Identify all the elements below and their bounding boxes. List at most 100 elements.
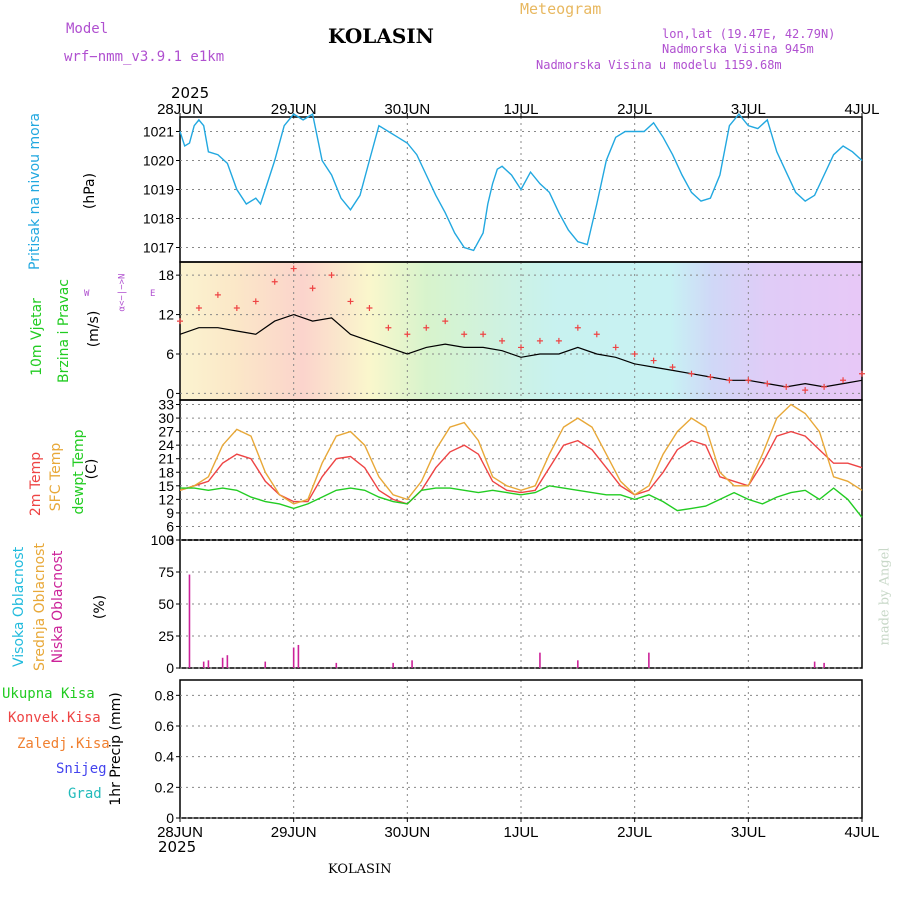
y-tick-label-pressure: 1020 (143, 153, 174, 169)
gust-marker (518, 344, 524, 351)
y-tick-label-cloud: 100 (151, 532, 175, 548)
lonlat-label: lon,lat (19.47E, 42.79N) (662, 27, 836, 41)
dewpt-line (180, 485, 863, 518)
elevation-label: Nadmorska Visina 945m (662, 42, 814, 56)
y-tick-label-wind: 12 (158, 307, 174, 323)
gust-marker (385, 324, 392, 331)
gust-marker (593, 331, 600, 338)
y-tick-label-cloud: 50 (158, 596, 174, 612)
y-tick-label-precip: 0.4 (155, 749, 175, 765)
y-tick-label-temperature: 12 (158, 491, 174, 507)
wind-barb-hatch (180, 262, 862, 400)
y-tick-label-temperature: 6 (166, 518, 174, 534)
station-title: KOLASIN (328, 24, 434, 48)
precip-hail-label: Grad (68, 786, 102, 802)
gust-marker (195, 305, 202, 311)
wind-label-2: Brzina i Pravac (56, 279, 72, 383)
sfc-temp-line (179, 403, 863, 505)
y-tick-label-temperature: 27 (158, 424, 174, 440)
y-tick-label-temperature: 30 (158, 410, 174, 426)
y-tick-label-temperature: 9 (166, 505, 174, 521)
gust-marker (726, 377, 733, 384)
y-tick-label-wind: 6 (166, 346, 174, 362)
panel-frame-temperature (179, 399, 863, 541)
gust-marker (669, 364, 676, 371)
x-tick-label-bottom: 28JUN (157, 824, 203, 841)
gust-marker (555, 337, 562, 344)
precip-conv-label: Konvek.Kisa (8, 710, 101, 726)
gust-marker (328, 272, 335, 279)
cloud-high-label: Visoka Oblacnost (11, 546, 27, 667)
x-tick-label-bottom: 3JUL (731, 824, 766, 841)
gust-marker (764, 380, 771, 387)
y-tick-label-cloud: 0 (166, 660, 174, 676)
precip-snow-label: Snijeg (56, 761, 107, 777)
gust-marker (271, 278, 278, 285)
wind-label-1: 10m Vjetar (29, 298, 45, 376)
gust-marker (252, 298, 259, 305)
credit-watermark: made by Angel (877, 547, 893, 646)
footer-station: KOLASIN (328, 862, 392, 877)
gust-marker (821, 383, 828, 390)
y-tick-label-temperature: 3 (166, 532, 174, 548)
y-tick-label-cloud: 25 (158, 628, 174, 644)
gust-marker (442, 318, 449, 325)
x-tick-label-top: 3JUL (731, 101, 766, 118)
x-tick-label-bottom: 4JUL (844, 824, 879, 841)
y-tick-label-precip: 0 (166, 810, 174, 826)
gust-marker (536, 337, 543, 344)
gust-marker (214, 291, 221, 298)
x-tick-label-bottom: 2JUL (617, 824, 652, 841)
y-tick-label-pressure: 1017 (143, 240, 174, 256)
gust-marker (802, 387, 809, 394)
y-tick-label-pressure: 1021 (143, 124, 174, 140)
y-tick-label-temperature: 18 (158, 464, 174, 480)
temp-unit: (C) (84, 458, 100, 480)
pressure-unit: (hPa) (82, 172, 98, 210)
compass-w: W (84, 289, 90, 299)
gust-marker (461, 331, 468, 338)
model-label: Model (66, 21, 109, 37)
x-tick-label-top: 28JUN (157, 101, 203, 118)
gust-marker (859, 370, 865, 377)
y-tick-label-cloud: 75 (158, 564, 174, 580)
gust-marker (650, 357, 657, 364)
meteogram-title: Meteogram (520, 0, 602, 18)
y-tick-label-precip: 0.8 (155, 687, 175, 703)
gust-marker (423, 324, 430, 331)
x-tick-label-top: 2JUL (617, 101, 652, 118)
model-elevation-label: Nadmorska Visina u modelu 1159.68m (536, 58, 782, 72)
gust-marker (688, 370, 695, 377)
compass-ns: α<−|−>N (117, 273, 128, 312)
gust-marker (347, 298, 354, 305)
cloud-low-label: Niska Oblacnost (50, 550, 66, 664)
gust-marker (612, 344, 619, 351)
gust-marker (499, 337, 506, 344)
year-bottom: 2025 (158, 838, 197, 856)
x-tick-label-bottom: 29JUN (271, 824, 317, 841)
precip-frozen-label: Zaledj.Kisa (17, 736, 110, 752)
gust-marker (366, 305, 373, 311)
y-tick-label-wind: 0 (166, 385, 174, 401)
y-tick-label-temperature: 33 (158, 397, 174, 413)
cloud-mid-label: Srednja Oblacnost (32, 543, 48, 671)
cloud-unit: (%) (92, 594, 108, 620)
model-name: wrf−nmm_v3.9.1 e1km (64, 49, 225, 65)
temp2m-label: 2m Temp (28, 451, 44, 517)
gust-marker (480, 331, 487, 338)
y-tick-label-temperature: 24 (158, 437, 174, 453)
y-tick-label-pressure: 1018 (143, 211, 174, 227)
sfc-temp-label: SFC Temp (48, 442, 64, 512)
gust-marker (783, 383, 790, 390)
year-top: 2025 (171, 84, 210, 102)
panel-frame-precip (179, 679, 863, 819)
gust-marker (574, 324, 581, 331)
x-tick-label-top: 30JUN (384, 101, 430, 118)
pressure-line (179, 112, 863, 252)
x-tick-label-top: 29JUN (271, 101, 317, 118)
pressure-label: Pritisak na nivou mora (27, 112, 43, 270)
compass-e: E (150, 289, 156, 299)
x-tick-label-bottom: 1JUL (503, 824, 538, 841)
precip-unit: 1hr Precip (mm) (108, 692, 124, 806)
gust-marker (309, 285, 316, 292)
